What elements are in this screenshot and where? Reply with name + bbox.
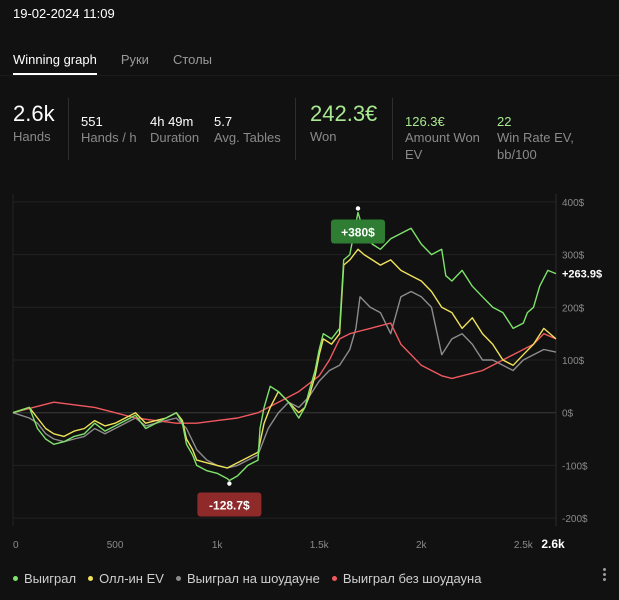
tab-bar: Winning graph Руки Столы [13, 52, 236, 75]
legend-dot [88, 576, 94, 581]
x-tick-label: 2.5k [514, 540, 534, 551]
stat-duration-value: 4h 49m [150, 114, 194, 129]
max-point-marker [355, 206, 361, 211]
min-point-marker [227, 481, 232, 486]
stat-avg-tables: 5.7 Avg. Tables [214, 114, 281, 146]
y-tick-label: 0$ [562, 409, 574, 420]
stats-separator [392, 98, 393, 160]
stat-win-rate-ev-label: Win Rate EV, bb/100 [497, 130, 574, 162]
stat-duration-label: Duration [150, 130, 200, 145]
series-line-yellow [12, 248, 557, 469]
x-tick-label: 1.5k [310, 540, 330, 551]
stats-separator [68, 98, 69, 160]
legend-label: Выиграл [24, 571, 77, 586]
tab-winning-graph[interactable]: Winning graph [13, 52, 97, 75]
legend-label: Выиграл на шоудауне [186, 571, 320, 586]
y-tick-label: 300$ [562, 251, 585, 262]
stat-hands-value: 2.6k [13, 101, 55, 126]
legend-dot [175, 576, 181, 581]
x-tick-label: 1k [212, 540, 224, 551]
stat-hands-label: Hands [13, 129, 51, 144]
session-datetime: 19-02-2024 11:09 [13, 6, 115, 21]
winning-graph-svg[interactable]: 400$ 300$ 200$ 100$ 0$ -100$ -200$ 0 500 1k 1.5k 2k… [0, 190, 619, 560]
stat-duration: 4h 49m Duration [150, 114, 199, 146]
x-tick-label: 2k [416, 540, 428, 551]
series-line-green [12, 211, 557, 482]
x-tick-label: 0 [13, 540, 19, 551]
stat-avg-tables-label: Avg. Tables [214, 130, 281, 145]
y-tick-label: 400$ [562, 198, 585, 209]
x-end-label: 2.6k [541, 537, 565, 551]
legend-dot [13, 576, 18, 581]
stats-separator [295, 98, 296, 160]
series-line-red [12, 322, 557, 424]
stat-won: 242.3€ Won [310, 100, 377, 145]
stat-win-rate-ev: 22 Win Rate EV, bb/100 [497, 114, 587, 163]
legend-dot [331, 576, 337, 581]
tab-hands[interactable]: Руки [120, 52, 149, 67]
stat-amount-won-ev-label: Amount Won EV [405, 130, 480, 162]
max-badge-label: +380$ [341, 225, 375, 239]
legend-label: Олл-ин EV [99, 571, 164, 586]
stat-avg-tables-value: 5.7 [214, 114, 233, 129]
y-tick-label: 100$ [562, 356, 585, 367]
legend-item-won[interactable]: Выиграл [13, 571, 76, 586]
stat-hands-per-hour-value: 551 [81, 114, 103, 129]
legend-item-allin-ev[interactable]: Олл-ин EV [88, 571, 164, 586]
y-tick-label: 200$ [562, 303, 585, 314]
stat-hands: 2.6k Hands [13, 100, 55, 145]
tab-tables[interactable]: Столы [172, 52, 213, 67]
min-badge [197, 492, 262, 517]
stat-win-rate-ev-value: 22 [497, 114, 512, 129]
stat-amount-won-ev-value: 126.3€ [405, 114, 445, 129]
stat-won-value: 242.3€ [310, 101, 378, 126]
tabs-divider [0, 75, 619, 76]
stat-hands-per-hour: 551 Hands / h [81, 114, 137, 146]
series-line-gray [12, 290, 557, 469]
legend-item-non-showdown[interactable]: Выиграл без шоудауна [331, 571, 482, 586]
more-options-icon[interactable] [601, 566, 607, 583]
stat-won-label: Won [310, 129, 337, 144]
end-value-label: +263.9$ [562, 269, 602, 281]
winning-graph[interactable]: 400$ 300$ 200$ 100$ 0$ -100$ -200$ 0 500 1k 1.5k 2k… [0, 190, 619, 560]
chart-legend: Выиграл Олл-ин EV Выиграл на шоудауне Вы… [13, 571, 493, 586]
max-badge [330, 219, 385, 244]
stat-hands-per-hour-label: Hands / h [81, 130, 137, 145]
x-tick-label: 500 [107, 540, 124, 551]
legend-item-showdown[interactable]: Выиграл на шоудауне [175, 571, 320, 586]
y-tick-label: -200$ [562, 514, 588, 525]
legend-label: Выиграл без шоудауна [342, 571, 482, 586]
y-tick-label: -100$ [562, 461, 588, 472]
min-badge-label: -128.7$ [209, 499, 250, 513]
stat-amount-won-ev: 126.3€ Amount Won EV [405, 114, 493, 163]
